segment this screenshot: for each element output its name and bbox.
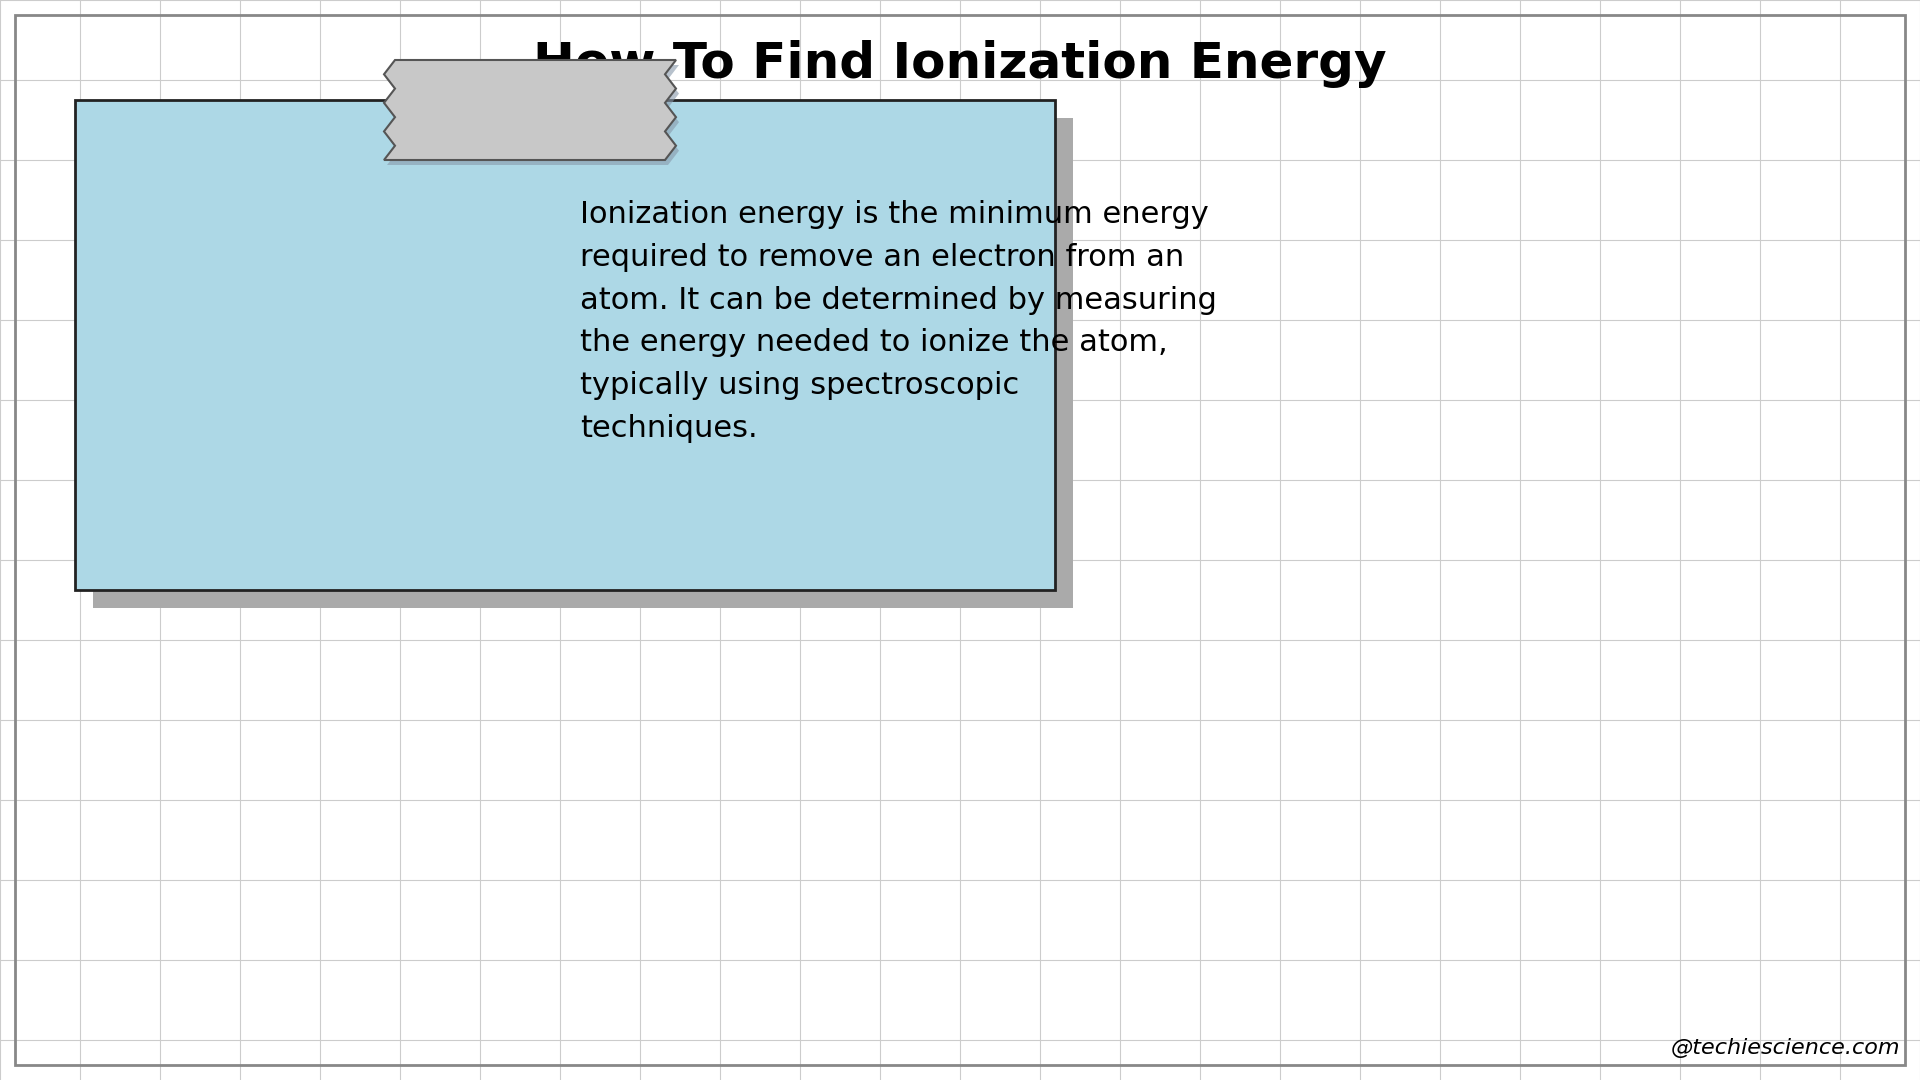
Polygon shape xyxy=(388,65,680,165)
FancyBboxPatch shape xyxy=(92,118,1073,608)
Polygon shape xyxy=(384,60,676,160)
Text: Ionization energy is the minimum energy
required to remove an electron from an
a: Ionization energy is the minimum energy … xyxy=(580,200,1217,443)
FancyBboxPatch shape xyxy=(75,100,1054,590)
Text: How To Find Ionization Energy: How To Find Ionization Energy xyxy=(534,40,1386,87)
Text: @techiescience.com: @techiescience.com xyxy=(1670,1038,1901,1058)
